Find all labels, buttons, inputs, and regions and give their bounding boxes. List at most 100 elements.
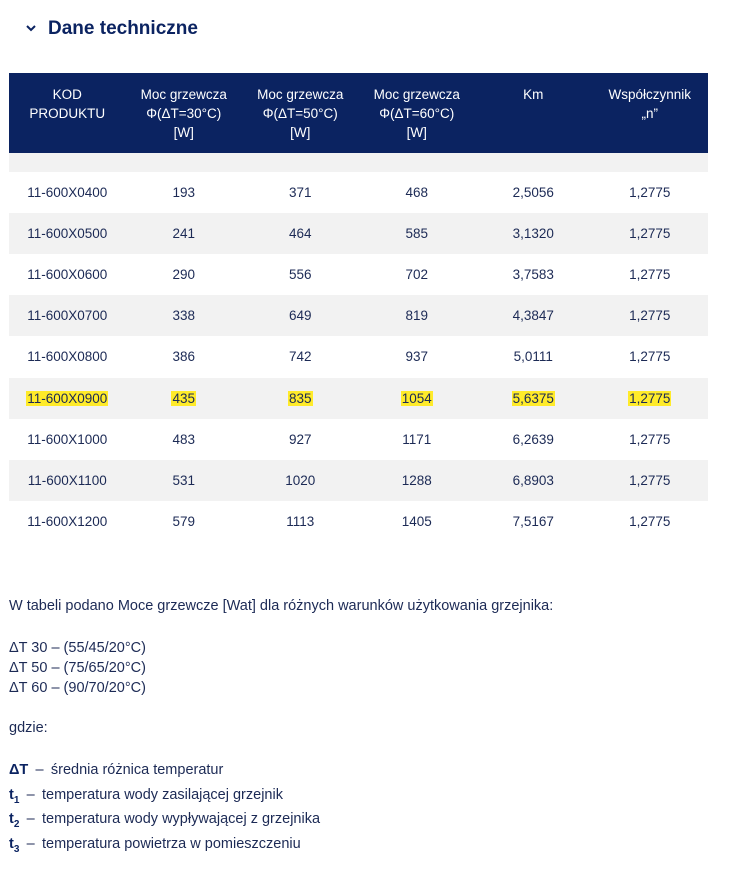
cell-text: 464 [288,226,312,242]
cell-text: 1,2775 [629,472,671,488]
cell-text: 193 [172,185,196,200]
table-cell: 1171 [359,419,476,460]
cell-text: 11-600X0400 [27,185,108,200]
cell-text: 1,2775 [628,390,672,406]
cell-text: 1,2775 [629,185,671,200]
table-cell: 11-600X0600 [9,254,126,295]
table-cell: 1,2775 [592,501,709,542]
cell-text: 579 [172,513,196,529]
table-cell: 386 [126,336,243,377]
table-cell: 338 [126,295,243,336]
table-cell: 579 [126,501,243,542]
table-cell: 1,2775 [592,460,709,501]
table-cell: 11-600X1000 [9,419,126,460]
table-cell: 193 [126,172,243,213]
cell-text: 1,2775 [629,226,671,242]
header-line: Φ(ΔT=30°C) [146,106,222,121]
table-cell: 11-600X0900 [9,378,126,419]
cell-text: 11-600X1200 [27,513,108,529]
table-cell: 1,2775 [592,254,709,295]
separator: – [26,835,35,852]
legend-text: temperatura powietrza w pomieszczeniu [41,835,301,852]
header-line: Moc grzewcza [140,87,227,102]
table-row: 11-600X0400 193 371 468 2,5056 1,2775 [9,172,708,213]
table-cell: 1288 [359,460,476,501]
cell-text: 5,0111 [513,349,553,365]
where-label: gdzie: [9,720,48,736]
symbol-sub: 3 [13,843,20,855]
table-cell: 819 [359,295,476,336]
cell-text: 338 [172,308,196,324]
cell-text: 483 [172,431,196,447]
collapse-chevron[interactable] [24,22,38,36]
cell-text: 1405 [401,513,432,529]
cell-text: 1171 [402,431,432,447]
cell-text: 1,2775 [629,431,671,447]
cell-text: 11-600X0900 [26,390,109,406]
cell-text: 1288 [401,472,432,488]
cell-text: 835 [287,390,313,406]
cell-text: 11-600X1000 [27,431,108,447]
header-line: PRODUKTU [29,106,106,121]
cell-text: 585 [405,226,429,242]
table-cell: 2,5056 [475,172,592,213]
table-cell: 6,8903 [475,460,592,501]
cell-text: 7,5167 [512,513,554,529]
table-cell: 835 [242,378,359,419]
table-cell: 7,5167 [475,501,592,542]
condition: ΔT 60 – (90/70/20°C) [9,680,146,696]
table-cell: 11-600X0500 [9,213,126,254]
legend-item: ΔT – średnia różnica temperatur [9,762,223,778]
table-cell: 11-600X1100 [9,460,126,501]
cell-text: 371 [288,185,312,200]
legend-item: t1 – temperatura wody zasilającej grzejn… [9,787,283,806]
cell-text: 1,2775 [629,513,671,529]
header-cell: Moc grzewcza Φ(ΔT=60°C) [W] [359,85,476,142]
cell-text: 386 [172,349,196,365]
header-line: Moc grzewcza [373,87,460,102]
header-cell: KOD PRODUKTU [9,85,126,123]
symbol: t3 [9,835,20,855]
table-row: 11-600X1100 531 1020 1288 6,8903 1,2775 [9,459,709,501]
cell-text: 1020 [285,472,316,488]
table-cell: 11-600X1200 [9,501,126,542]
table-cell: 1,2775 [592,295,709,336]
cell-text: 3,1320 [512,226,554,242]
header-line: Współczynnik [608,87,692,102]
table-cell: 290 [126,254,243,295]
table-cell: 483 [126,419,243,460]
cell-text: 927 [288,431,312,447]
cell-text: 6,8903 [512,472,554,488]
cell-text: 649 [288,308,312,324]
table-cell: 531 [126,460,243,501]
cell-text: 468 [405,185,429,200]
cell-text: 1113 [286,513,315,529]
condition: ΔT 50 – (75/65/20°C) [9,660,146,676]
table-cell: 1,2775 [592,336,709,377]
header-cell: Współczynnik „n” [592,85,709,123]
cell-text: 1,2775 [629,349,671,365]
table-cell: 1,2775 [592,419,709,460]
table-row: 11-600X1200 579 1113 1405 7,5167 1,2775 [9,500,709,542]
table-header: KOD PRODUKTU Moc grzewcza Φ(ΔT=30°C) [W] Moc … [9,73,708,153]
scrolled-row [9,153,708,172]
cell-text: 742 [288,349,312,365]
legend-text: temperatura wody zasilającej grzejnik [41,786,283,803]
table-cell: 556 [242,254,359,295]
header-line: [W] [173,125,194,140]
legend-text: temperatura wody wypływającej z grzejnik… [41,811,321,827]
table-cell: 371 [242,172,359,213]
header-line: Φ(ΔT=60°C) [379,106,455,121]
header-line: Km [523,87,544,102]
table-row: 11-600X0500 241 464 585 3,1320 1,2775 [9,213,708,255]
section-title[interactable]: Dane techniczne [48,18,198,39]
table-cell: 5,6375 [475,378,592,419]
cell-text: 11-600X0800 [27,349,108,365]
table-cell: 11-600X0800 [9,336,126,377]
cell-text: 1,2775 [629,267,671,283]
cell-text: 819 [405,308,429,324]
table-cell: 1,2775 [592,172,709,213]
symbol: ΔT [9,762,29,778]
table-cell: 649 [242,295,359,336]
symbol-sub: 1 [13,794,20,806]
